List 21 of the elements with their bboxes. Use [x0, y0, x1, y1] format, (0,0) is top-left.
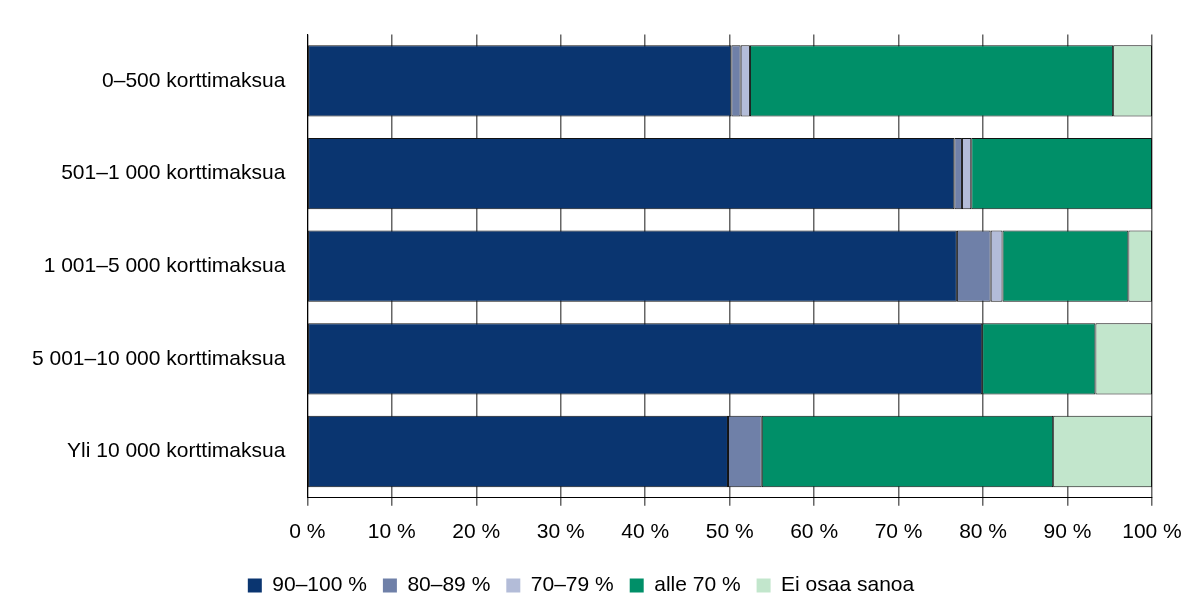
legend-label: alle 70 %: [654, 572, 741, 596]
legend-label: 90–100 %: [272, 572, 367, 596]
x-tick-label: 40 %: [621, 519, 670, 543]
y-tick-label: 501–1 000 korttimaksua: [61, 160, 286, 184]
y-tick-label: Yli 10 000 korttimaksua: [67, 438, 286, 462]
x-tick-label: 10 %: [367, 519, 416, 543]
legend-label: Ei osaa sanoa: [781, 572, 915, 596]
legend-label: 70–79 %: [530, 572, 614, 596]
legend-label: 80–89 %: [407, 572, 491, 596]
x-tick-label: 20 %: [452, 519, 501, 543]
x-tick-label: 0 %: [289, 519, 326, 543]
y-tick-label: 0–500 korttimaksua: [102, 67, 286, 91]
y-tick-label: 1 001–5 000 korttimaksua: [43, 253, 286, 276]
x-tick-label: 90 %: [1043, 519, 1092, 543]
y-tick-label: 5 001–10 000 korttimaksua: [31, 345, 286, 369]
x-tick-label: 30 %: [536, 519, 585, 543]
x-tick-label: 70 %: [874, 519, 923, 543]
x-tick-label: 100 %: [1122, 519, 1182, 543]
x-tick-label: 50 %: [705, 519, 754, 543]
x-tick-label: 60 %: [790, 519, 839, 543]
x-tick-label: 80 %: [959, 519, 1007, 543]
